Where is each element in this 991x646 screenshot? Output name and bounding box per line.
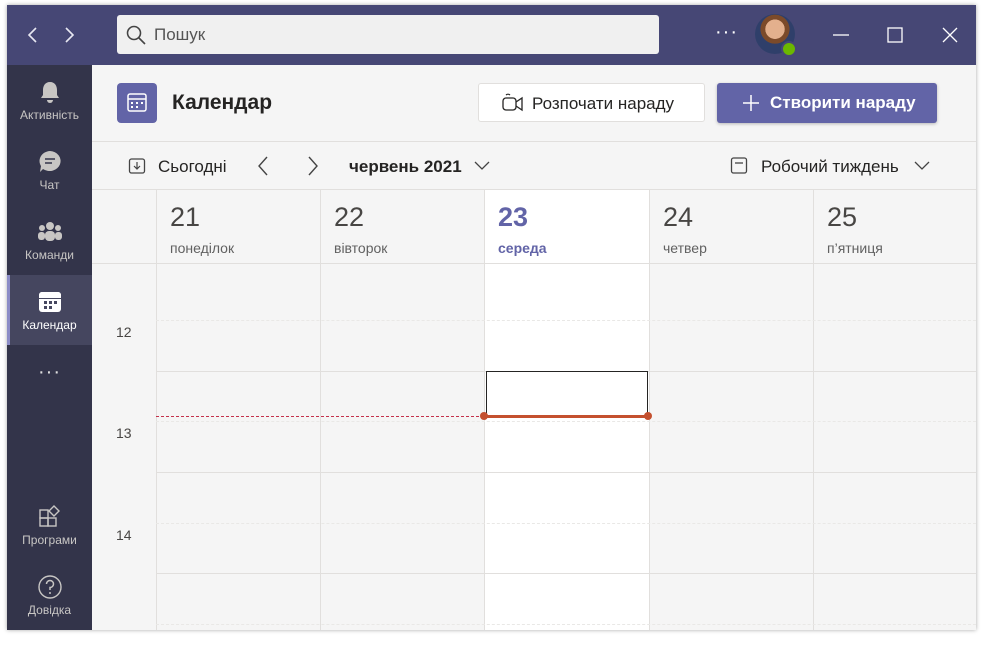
day-name: вівторок xyxy=(334,240,388,256)
day-header[interactable]: 21 понеділок xyxy=(156,190,320,264)
calendar-icon xyxy=(37,289,63,315)
rail-item-apps[interactable]: Програми xyxy=(7,490,92,560)
day-number: 24 xyxy=(663,202,694,232)
search-input[interactable]: Пошук xyxy=(117,15,659,54)
video-camera-icon xyxy=(501,93,525,120)
more-icon: ··· xyxy=(38,361,61,383)
view-switcher[interactable]: Робочий тиждень xyxy=(761,157,899,176)
new-meeting-button[interactable]: Створити нараду xyxy=(717,83,937,123)
day-column-today[interactable] xyxy=(484,264,649,630)
view-switcher-icon[interactable] xyxy=(730,156,748,181)
rail-label: Довідка xyxy=(27,603,72,617)
rail-item-activity[interactable]: Активність xyxy=(7,65,92,135)
half-hour-line xyxy=(156,421,976,422)
more-options-button[interactable]: ··· xyxy=(715,21,738,43)
new-meeting-label: Створити нараду xyxy=(770,93,916,112)
time-gutter-header xyxy=(92,190,156,264)
rail-label: Команди xyxy=(25,248,74,262)
rail-label: Чат xyxy=(39,178,60,192)
maximize-icon[interactable] xyxy=(883,23,907,47)
rail-item-help[interactable]: Довідка xyxy=(7,560,92,630)
teams-icon xyxy=(37,219,63,245)
rail-label: Активність xyxy=(19,108,79,122)
day-number: 22 xyxy=(334,202,365,232)
rail-item-more[interactable]: ··· xyxy=(7,345,92,395)
help-icon xyxy=(37,574,63,600)
search-placeholder: Пошук xyxy=(154,25,206,44)
selected-time-slot[interactable] xyxy=(486,371,648,418)
rail-label: Календар xyxy=(22,318,77,332)
title-bar: Пошук ··· xyxy=(7,5,976,65)
half-hour-line xyxy=(156,624,976,625)
hour-label: 14 xyxy=(116,527,132,543)
meet-now-label: Розпочати нараду xyxy=(532,94,675,113)
day-number: 23 xyxy=(498,202,529,232)
hour-line xyxy=(156,472,976,473)
hour-label: 13 xyxy=(116,425,132,441)
calendar-app-icon xyxy=(117,83,157,123)
presence-available-icon xyxy=(781,41,797,57)
current-time-indicator xyxy=(484,415,648,418)
calendar-header: Календар Розпочати нараду Створити нарад… xyxy=(92,65,976,142)
close-icon[interactable] xyxy=(938,23,962,47)
week-grid: 21 понеділок 22 вівторок 23 середа 24 че… xyxy=(92,190,976,630)
current-time-line xyxy=(156,416,484,417)
chevron-down-icon[interactable] xyxy=(473,159,491,177)
back-arrow-icon[interactable] xyxy=(21,23,45,47)
forward-arrow-icon[interactable] xyxy=(57,23,81,47)
day-column[interactable] xyxy=(813,264,976,630)
hour-line xyxy=(156,573,976,574)
day-name: середа xyxy=(498,240,547,256)
meet-now-button[interactable]: Розпочати нараду xyxy=(478,83,705,122)
rail-item-chat[interactable]: Чат xyxy=(7,135,92,205)
rail-item-calendar[interactable]: Календар xyxy=(7,275,92,345)
hour-label: 12 xyxy=(116,324,132,340)
rail-label: Програми xyxy=(22,533,77,547)
current-time-dot xyxy=(644,412,652,420)
day-name: четвер xyxy=(663,240,707,256)
minimize-icon[interactable] xyxy=(829,23,853,47)
calendar-toolbar: Сьогодні червень 2021 Робочий тиждень xyxy=(92,142,976,190)
search-icon xyxy=(125,24,147,46)
today-icon[interactable] xyxy=(128,157,146,180)
day-name: понеділок xyxy=(170,240,235,256)
rail-item-teams[interactable]: Команди xyxy=(7,205,92,275)
day-number: 21 xyxy=(170,202,201,232)
day-header[interactable]: 25 п’ятниця xyxy=(813,190,976,264)
page-title: Календар xyxy=(172,91,273,114)
day-header[interactable]: 24 четвер xyxy=(649,190,813,264)
month-picker[interactable]: червень 2021 xyxy=(349,157,462,176)
current-time-dot xyxy=(480,412,488,420)
half-hour-line xyxy=(156,523,976,524)
day-column[interactable] xyxy=(649,264,813,630)
bell-icon xyxy=(37,79,63,105)
day-column[interactable] xyxy=(156,264,320,630)
day-number: 25 xyxy=(827,202,858,232)
day-header[interactable]: 22 вівторок xyxy=(320,190,484,264)
next-week-icon[interactable] xyxy=(304,154,322,183)
chevron-down-icon[interactable] xyxy=(913,159,931,177)
teams-window: Пошук ··· Активність Чат xyxy=(7,5,976,630)
day-header-today[interactable]: 23 середа xyxy=(484,190,649,264)
half-hour-line xyxy=(156,320,976,321)
calendar-main: Календар Розпочати нараду Створити нарад… xyxy=(92,65,976,630)
plus-icon xyxy=(741,93,761,118)
today-button[interactable]: Сьогодні xyxy=(158,157,227,176)
apps-icon xyxy=(37,504,63,530)
chat-icon xyxy=(37,149,63,175)
previous-week-icon[interactable] xyxy=(254,154,272,183)
day-column[interactable] xyxy=(320,264,484,630)
app-bar: Активність Чат Команди Календар ··· xyxy=(7,65,92,630)
day-name: п’ятниця xyxy=(827,240,883,256)
